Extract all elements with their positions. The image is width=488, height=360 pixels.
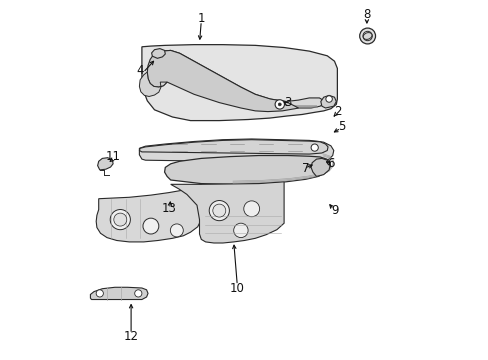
Circle shape [244, 201, 259, 217]
Polygon shape [90, 287, 148, 300]
Circle shape [114, 213, 126, 226]
Text: 9: 9 [330, 204, 338, 217]
Text: 12: 12 [123, 330, 138, 343]
Polygon shape [152, 50, 323, 108]
Circle shape [212, 204, 225, 217]
Circle shape [275, 100, 284, 109]
Text: 10: 10 [229, 282, 244, 294]
Circle shape [209, 201, 229, 221]
Circle shape [310, 144, 318, 151]
Polygon shape [170, 182, 284, 243]
Text: 11: 11 [105, 150, 121, 163]
Text: 6: 6 [326, 157, 334, 170]
Text: 4: 4 [136, 64, 143, 77]
Polygon shape [147, 50, 298, 112]
Text: 3: 3 [284, 96, 291, 109]
Text: 1: 1 [197, 12, 204, 24]
Polygon shape [164, 156, 329, 184]
Polygon shape [139, 139, 333, 163]
Circle shape [170, 224, 183, 237]
Polygon shape [310, 158, 329, 176]
Circle shape [278, 103, 281, 106]
Polygon shape [142, 45, 337, 121]
Polygon shape [98, 158, 113, 170]
Circle shape [362, 31, 371, 41]
Polygon shape [320, 95, 336, 108]
Circle shape [96, 290, 103, 297]
Polygon shape [139, 140, 327, 154]
Circle shape [110, 210, 130, 230]
Circle shape [134, 290, 142, 297]
Text: 13: 13 [161, 202, 176, 215]
Polygon shape [151, 49, 165, 58]
Text: 2: 2 [334, 105, 341, 118]
Circle shape [325, 96, 332, 102]
Text: 5: 5 [337, 120, 345, 132]
Ellipse shape [363, 33, 371, 39]
Circle shape [142, 218, 159, 234]
Polygon shape [139, 72, 167, 96]
Circle shape [233, 223, 247, 238]
Circle shape [359, 28, 375, 44]
Text: 7: 7 [301, 162, 309, 175]
Text: 8: 8 [363, 8, 370, 21]
Polygon shape [96, 184, 201, 242]
